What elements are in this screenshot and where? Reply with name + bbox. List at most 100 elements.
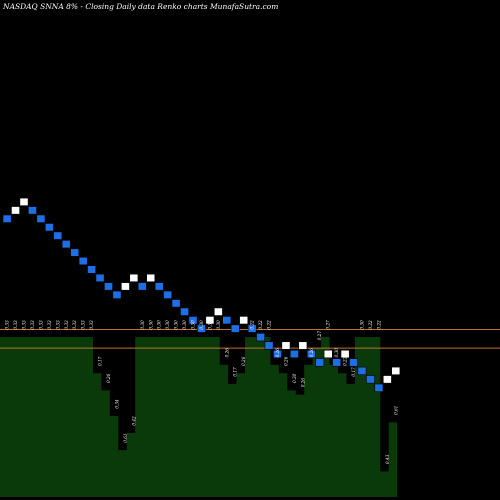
volume-label: 0.26 xyxy=(224,348,229,358)
renko-brick-down xyxy=(273,349,282,359)
renko-brick-down xyxy=(264,341,274,350)
volume-label: 0.30 xyxy=(157,320,162,330)
renko-brick-down xyxy=(315,358,325,367)
volume-label: 0.33 xyxy=(81,320,86,330)
renko-brick-up xyxy=(323,349,333,359)
volume-label: 0.30 xyxy=(165,320,170,330)
volume-label: 0.22 xyxy=(267,320,272,330)
volume-label: 0.34 xyxy=(114,399,119,409)
renko-brick-down xyxy=(289,349,299,359)
renko-brick-down xyxy=(78,256,88,266)
volume-labels: 0.33 0.33 0.33 0.33 0.33 0.33 0.33 0.33 0.33 0.33… xyxy=(5,320,399,464)
renko-brick-down xyxy=(374,383,384,392)
volume-label: 0.26 xyxy=(106,373,111,383)
volume-label: 0.22 xyxy=(258,320,263,330)
renko-brick-down xyxy=(197,324,206,333)
volume-label: 0.30 xyxy=(334,348,339,358)
volume-label: 0.22 xyxy=(368,320,373,330)
renko-brick-down xyxy=(357,366,367,376)
renko-brick-down xyxy=(349,358,358,367)
chart-title: NASDAQ SNNA 8% - Closing Daily data Renk… xyxy=(2,2,278,11)
renko-brick-down xyxy=(230,324,240,333)
renko-brick-up xyxy=(146,273,156,283)
volume-label: 0.30 xyxy=(360,320,365,330)
renko-brick-down xyxy=(137,282,147,291)
renko-brick-up xyxy=(391,366,401,376)
volume-label: 0.33 xyxy=(30,320,35,330)
renko-brick-up xyxy=(340,349,350,359)
renko-brick-down xyxy=(247,324,257,333)
volume-label: 0.43 xyxy=(385,454,390,464)
renko-brick-down xyxy=(95,273,105,283)
renko-brick-up xyxy=(298,341,308,350)
volume-label: 0.30 xyxy=(140,320,145,330)
renko-brick-down xyxy=(332,358,342,367)
renko-brick-down xyxy=(112,290,122,299)
renko-bricks xyxy=(2,197,401,392)
renko-brick-down xyxy=(104,282,113,291)
volume-label: 0.42 xyxy=(131,416,136,426)
volume-label: 0.17 xyxy=(351,367,356,377)
volume-label: 0.61 xyxy=(393,406,398,415)
renko-brick-up xyxy=(239,316,249,325)
renko-brick-up xyxy=(19,197,29,207)
volume-label: 0.30 xyxy=(148,320,153,330)
volume-label: 0.30 xyxy=(199,320,204,330)
volume-label: 0.33 xyxy=(22,320,27,330)
volume-label: 0.17 xyxy=(233,367,238,377)
renko-brick-down xyxy=(171,299,181,308)
volume-label: 0.30 xyxy=(191,320,196,330)
volume-label: 0.27 xyxy=(326,320,331,330)
volume-label: 0.26 xyxy=(300,378,305,388)
volume-label: 0.22 xyxy=(250,320,255,330)
renko-brick-down xyxy=(188,316,198,325)
volume-label: 0.33 xyxy=(55,320,60,330)
renko-brick-down xyxy=(70,248,80,257)
renko-brick-up xyxy=(213,307,223,316)
volume-label: 0.33 xyxy=(38,320,43,330)
renko-brick-down xyxy=(53,231,63,240)
volume-label: 0.30 xyxy=(207,320,212,330)
volume-label: 0.26 xyxy=(309,348,314,358)
volume-label: 0.30 xyxy=(174,320,179,330)
volume-panel xyxy=(0,337,398,497)
renko-brick-down xyxy=(2,214,12,223)
renko-brick-up xyxy=(11,206,20,215)
volume-area xyxy=(0,337,398,497)
volume-label: 0.26 xyxy=(283,356,288,366)
renko-brick-up xyxy=(205,316,215,325)
renko-brick-down xyxy=(366,375,375,384)
renko-brick-up xyxy=(129,273,139,283)
renko-brick-up xyxy=(281,341,291,350)
renko-brick-up xyxy=(382,375,392,384)
renko-brick-down xyxy=(306,349,316,359)
renko-brick-down xyxy=(61,240,71,249)
renko-brick-up xyxy=(121,282,130,291)
volume-label: 0.22 xyxy=(343,356,348,366)
renko-brick-down xyxy=(180,307,189,316)
volume-label: 0.33 xyxy=(5,320,10,330)
volume-label: 0.33 xyxy=(64,320,69,330)
renko-brick-down xyxy=(28,206,37,215)
renko-brick-down xyxy=(256,332,265,342)
renko-brick-down xyxy=(154,282,164,291)
volume-label: 0.17 xyxy=(98,356,103,366)
volume-label: 0.30 xyxy=(182,320,187,330)
renko-brick-down xyxy=(44,223,54,232)
volume-label: 0.30 xyxy=(292,373,297,383)
volume-label: 0.22 xyxy=(376,320,381,330)
volume-label: 0.33 xyxy=(89,320,94,330)
volume-label: 0.33 xyxy=(13,320,18,330)
volume-label: 0.33 xyxy=(47,320,52,330)
volume-label: 0.61 xyxy=(123,433,128,442)
renko-brick-down xyxy=(36,214,46,223)
volume-label: 0.27 xyxy=(317,331,322,341)
volume-label: 0.30 xyxy=(216,320,221,330)
volume-label: 0.26 xyxy=(275,348,280,358)
renko-brick-down xyxy=(222,316,232,325)
renko-brick-down xyxy=(163,290,173,299)
volume-label: 0.26 xyxy=(241,356,246,366)
volume-label: 0.33 xyxy=(72,320,77,330)
renko-brick-down xyxy=(87,265,96,274)
